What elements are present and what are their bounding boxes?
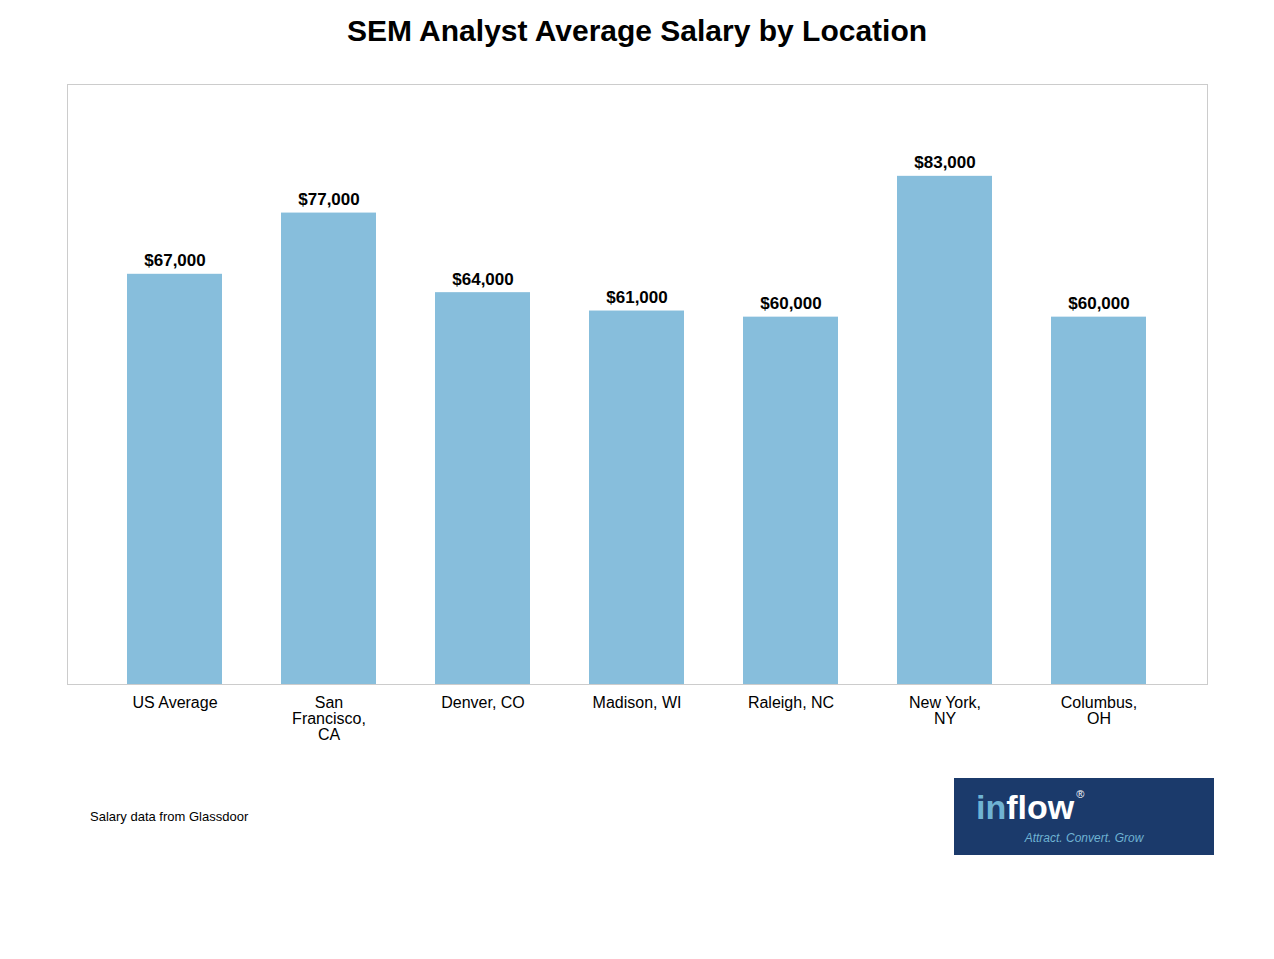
html-text:Attract. Convert. Grow: Attract. Convert. Grow (1024, 831, 1144, 845)
html-text:SEM Analyst Average Salary by: SEM Analyst Average Salary by Location (346, 14, 928, 47)
svg-text:New York,NY: New York,NY (909, 694, 981, 727)
svg-text:Denver, CO: Denver, CO (441, 694, 525, 711)
svg-text:$67,000: $67,000 (144, 251, 205, 270)
svg-text:$60,000: $60,000 (760, 294, 821, 313)
svg-text:Madison, WI: Madison, WI (593, 694, 682, 711)
svg-text:SanFrancisco,CA: SanFrancisco,CA (292, 694, 366, 743)
svg-text:$60,000: $60,000 (1068, 294, 1129, 313)
svg-text:$83,000: $83,000 (914, 153, 975, 172)
html-text:Salary data from Glassdoor: Salary data from Glassdoor (90, 809, 249, 824)
svg-text:$64,000: $64,000 (452, 270, 513, 289)
svg-text:US Average: US Average (132, 694, 217, 711)
svg-text:Columbus,OH: Columbus,OH (1061, 694, 1137, 727)
svg-text:$77,000: $77,000 (298, 190, 359, 209)
svg-text:Raleigh, NC: Raleigh, NC (748, 694, 834, 711)
html-text:in flow: in flow (976, 788, 1075, 826)
svg-text:$61,000: $61,000 (606, 288, 667, 307)
